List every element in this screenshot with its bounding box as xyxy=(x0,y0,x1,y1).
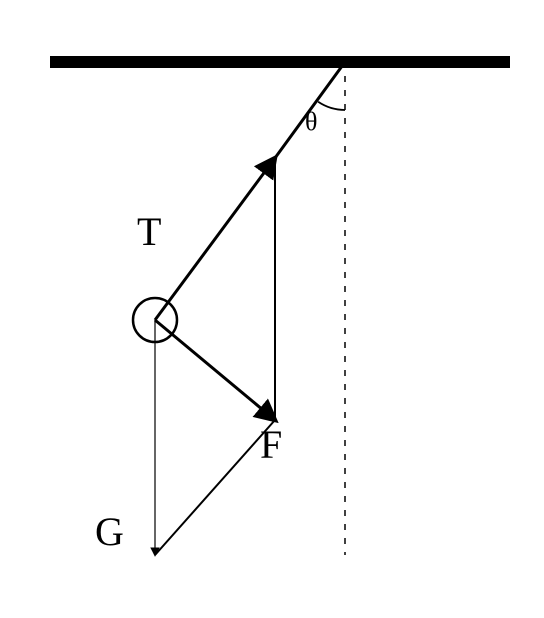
vector-force xyxy=(155,320,275,420)
physics-diagram: θ T F G xyxy=(0,0,544,618)
vector-tension xyxy=(155,158,275,320)
angle-theta-label: θ xyxy=(305,107,317,136)
construction-diagonal xyxy=(155,420,275,555)
angle-arc xyxy=(318,102,345,110)
gravity-label: G xyxy=(95,509,124,554)
tension-label: T xyxy=(137,209,161,254)
force-label: F xyxy=(260,422,282,467)
